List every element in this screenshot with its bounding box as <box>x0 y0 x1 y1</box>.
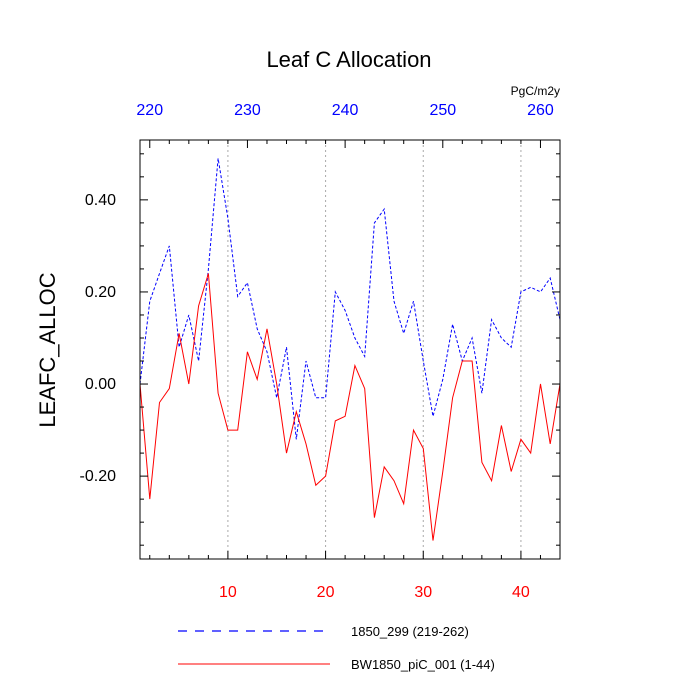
legend-label-1: 1850_299 (219-262) <box>351 624 469 639</box>
axis-layer: -0.20 0.00 0.20 0.40 10 20 30 40 220 230 240 250 260 <box>80 102 561 601</box>
plot-frame <box>139 139 561 560</box>
x-bottom-tick-label: 20 <box>317 584 335 601</box>
units-label: PgC/m2y <box>511 84 560 98</box>
series-line-1 <box>139 158 561 440</box>
y-tick-label: 0.20 <box>85 284 116 301</box>
x-bottom-tick-label: 30 <box>414 584 432 601</box>
legend-label-2: BW1850_piC_001 (1-44) <box>351 657 495 672</box>
x-top-tick-label: 220 <box>136 102 163 119</box>
x-top-tick-label: 260 <box>527 102 554 119</box>
y-tick-label: -0.20 <box>80 468 117 485</box>
x-bottom-tick-label: 40 <box>512 584 530 601</box>
series-layer <box>139 158 561 541</box>
x-top-tick-label: 240 <box>332 102 359 119</box>
series-line-2 <box>139 273 561 541</box>
x-bottom-tick-label: 10 <box>219 584 237 601</box>
grid-layer <box>227 140 522 559</box>
y-axis-label: LEAFC_ALLOC <box>35 272 60 427</box>
x-top-tick-label: 250 <box>429 102 456 119</box>
legend: 1850_299 (219-262) BW1850_piC_001 (1-44) <box>178 624 495 672</box>
y-tick-label: 0.40 <box>85 192 116 209</box>
chart-title: Leaf C Allocation <box>266 47 431 72</box>
y-tick-label: 0.00 <box>85 376 116 393</box>
x-top-tick-label: 230 <box>234 102 261 119</box>
